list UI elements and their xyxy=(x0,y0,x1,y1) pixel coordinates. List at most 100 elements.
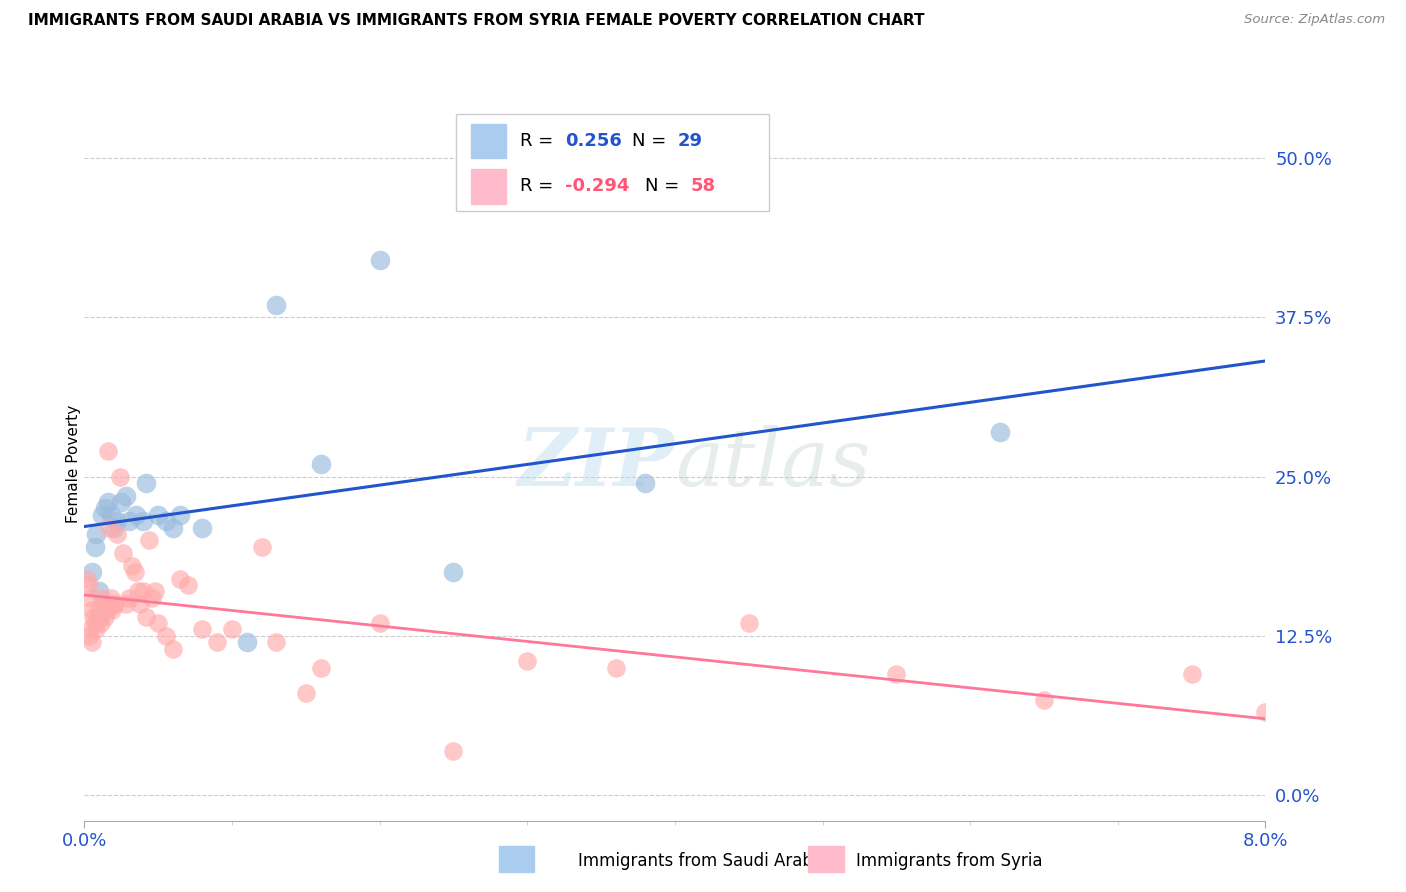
Point xyxy=(97,444,120,458)
Text: N =: N = xyxy=(633,132,672,150)
Point xyxy=(98,520,121,534)
Point xyxy=(93,597,115,611)
Point xyxy=(91,508,114,522)
Point xyxy=(79,623,101,637)
Point xyxy=(83,540,105,554)
Point xyxy=(309,457,332,471)
Point xyxy=(100,508,122,522)
Point xyxy=(368,252,391,267)
Point xyxy=(441,565,464,579)
Point xyxy=(87,603,111,617)
Point xyxy=(121,558,143,573)
Point xyxy=(221,623,243,637)
Point xyxy=(135,475,157,490)
FancyBboxPatch shape xyxy=(471,169,506,203)
Point xyxy=(110,495,132,509)
Point xyxy=(1180,667,1202,681)
Point xyxy=(605,661,627,675)
Y-axis label: Female Poverty: Female Poverty xyxy=(66,405,80,523)
Point xyxy=(235,635,259,649)
Point xyxy=(191,623,214,637)
Text: 0.256: 0.256 xyxy=(565,132,621,150)
Point xyxy=(143,584,166,599)
Point xyxy=(94,609,117,624)
Text: R =: R = xyxy=(520,132,560,150)
Point xyxy=(886,667,908,681)
Point xyxy=(94,501,117,516)
Point xyxy=(86,609,108,624)
Point xyxy=(108,469,131,483)
Text: IMMIGRANTS FROM SAUDI ARABIA VS IMMIGRANTS FROM SYRIA FEMALE POVERTY CORRELATION: IMMIGRANTS FROM SAUDI ARABIA VS IMMIGRAN… xyxy=(28,13,925,29)
Point xyxy=(205,635,228,649)
Point xyxy=(84,623,107,637)
Point xyxy=(80,565,103,579)
Point xyxy=(118,591,141,605)
Point xyxy=(162,641,184,656)
Point xyxy=(80,635,103,649)
Point xyxy=(177,578,200,592)
Text: Source: ZipAtlas.com: Source: ZipAtlas.com xyxy=(1244,13,1385,27)
Point xyxy=(83,616,105,631)
Point xyxy=(127,584,149,599)
Point xyxy=(125,508,148,522)
Point xyxy=(100,591,122,605)
Point xyxy=(169,572,191,586)
Point xyxy=(84,527,107,541)
Point xyxy=(91,591,114,605)
Point xyxy=(104,597,127,611)
Point xyxy=(250,540,273,554)
Point xyxy=(87,609,111,624)
Point xyxy=(155,629,177,643)
Point xyxy=(138,533,160,548)
Point xyxy=(77,578,100,592)
Point xyxy=(309,661,332,675)
Point xyxy=(295,686,318,700)
Point xyxy=(118,514,141,528)
Point xyxy=(101,603,124,617)
Point xyxy=(114,597,136,611)
Point xyxy=(76,572,98,586)
Point xyxy=(87,584,111,599)
Point xyxy=(155,514,177,528)
Point xyxy=(111,546,134,560)
Point xyxy=(264,635,288,649)
Point xyxy=(148,508,170,522)
Point xyxy=(129,597,152,611)
Point xyxy=(368,616,391,631)
Text: N =: N = xyxy=(645,178,685,195)
Point xyxy=(90,616,112,631)
Point xyxy=(988,425,1011,439)
Point xyxy=(264,297,288,311)
Text: 58: 58 xyxy=(690,178,716,195)
Text: Immigrants from Saudi Arabia: Immigrants from Saudi Arabia xyxy=(578,852,828,870)
Point xyxy=(114,489,136,503)
Point xyxy=(1254,706,1277,720)
Point xyxy=(148,616,170,631)
Point xyxy=(162,520,184,534)
Text: atlas: atlas xyxy=(675,425,870,502)
Point xyxy=(97,495,120,509)
Point xyxy=(124,565,146,579)
FancyBboxPatch shape xyxy=(457,114,769,211)
Point xyxy=(132,514,155,528)
Point xyxy=(634,475,657,490)
Point xyxy=(135,609,157,624)
Text: ZIP: ZIP xyxy=(517,425,675,502)
FancyBboxPatch shape xyxy=(471,124,506,158)
Point xyxy=(191,520,214,534)
Point xyxy=(103,597,125,611)
Point xyxy=(79,591,101,605)
Point xyxy=(82,609,104,624)
Text: -0.294: -0.294 xyxy=(565,178,630,195)
Point xyxy=(141,591,163,605)
Point xyxy=(132,584,155,599)
Point xyxy=(103,520,125,534)
Point xyxy=(738,616,761,631)
Point xyxy=(1032,692,1054,706)
Point xyxy=(105,514,128,528)
Text: R =: R = xyxy=(520,178,560,195)
Point xyxy=(80,603,103,617)
Text: 29: 29 xyxy=(678,132,702,150)
Point xyxy=(516,654,538,668)
Point xyxy=(169,508,191,522)
